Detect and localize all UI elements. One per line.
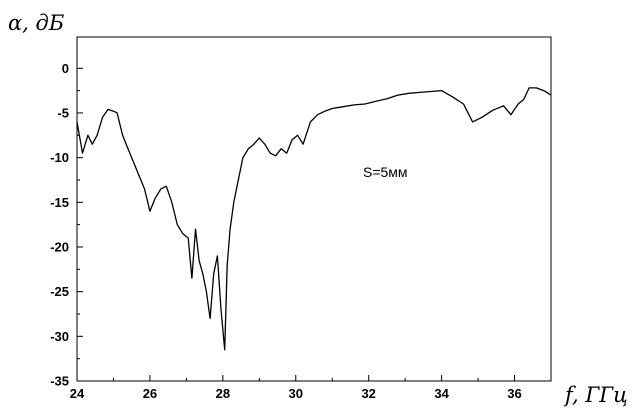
x-tick-label: 24 (70, 386, 85, 401)
x-axis-title: f, ГГц (563, 383, 628, 407)
series-line (76, 87, 552, 351)
x-tick-label: 26 (143, 386, 157, 401)
y-tick-label: -25 (50, 284, 69, 299)
y-tick-label: -30 (50, 329, 69, 344)
y-tick-label: -5 (57, 105, 69, 120)
y-tick-label: -20 (50, 239, 69, 254)
x-axis-ticks: 24 26 28 30 32 34 36 (70, 375, 522, 401)
y-tick-label: 0 (62, 61, 69, 76)
y-axis-ticks: 0 -5 -10 -15 -20 -25 -30 -35 (50, 61, 83, 389)
annotation-label: S=5мм (363, 164, 408, 180)
series-group (76, 87, 552, 351)
plot-frame (76, 36, 552, 382)
x-tick-label: 32 (361, 386, 375, 401)
x-tick-label: 36 (507, 386, 521, 401)
y-tick-label: -15 (50, 195, 69, 210)
x-tick-label: 30 (289, 386, 303, 401)
y-tick-label: -35 (50, 374, 69, 389)
x-tick-label: 34 (434, 386, 449, 401)
x-tick-label: 28 (216, 386, 230, 401)
y-tick-label: -10 (50, 150, 69, 165)
y-axis-title: α, дБ (8, 11, 64, 35)
